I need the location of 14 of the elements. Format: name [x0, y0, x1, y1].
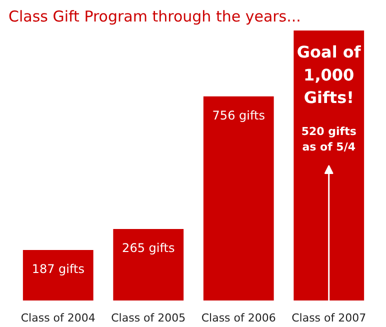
data-label: 756 gifts — [212, 108, 265, 122]
x-tick-label: Class of 2004 — [20, 312, 96, 324]
bar — [203, 96, 274, 300]
bar — [22, 250, 94, 300]
x-tick-label: Class of 2006 — [201, 312, 276, 324]
chart-title: Class Gift Program through the years... — [8, 8, 301, 26]
data-label: 265 gifts — [122, 240, 175, 255]
x-tick-label: Class of 2005 — [111, 312, 186, 324]
bar — [294, 30, 364, 300]
bar — [113, 228, 184, 300]
data-label: Goal of 1,000 Gifts! — [296, 42, 362, 108]
annotation: 520 gifts as of 5/4 — [301, 124, 357, 154]
data-label: 187 gifts — [32, 262, 84, 276]
x-tick-label: Class of 2007 — [292, 312, 366, 324]
